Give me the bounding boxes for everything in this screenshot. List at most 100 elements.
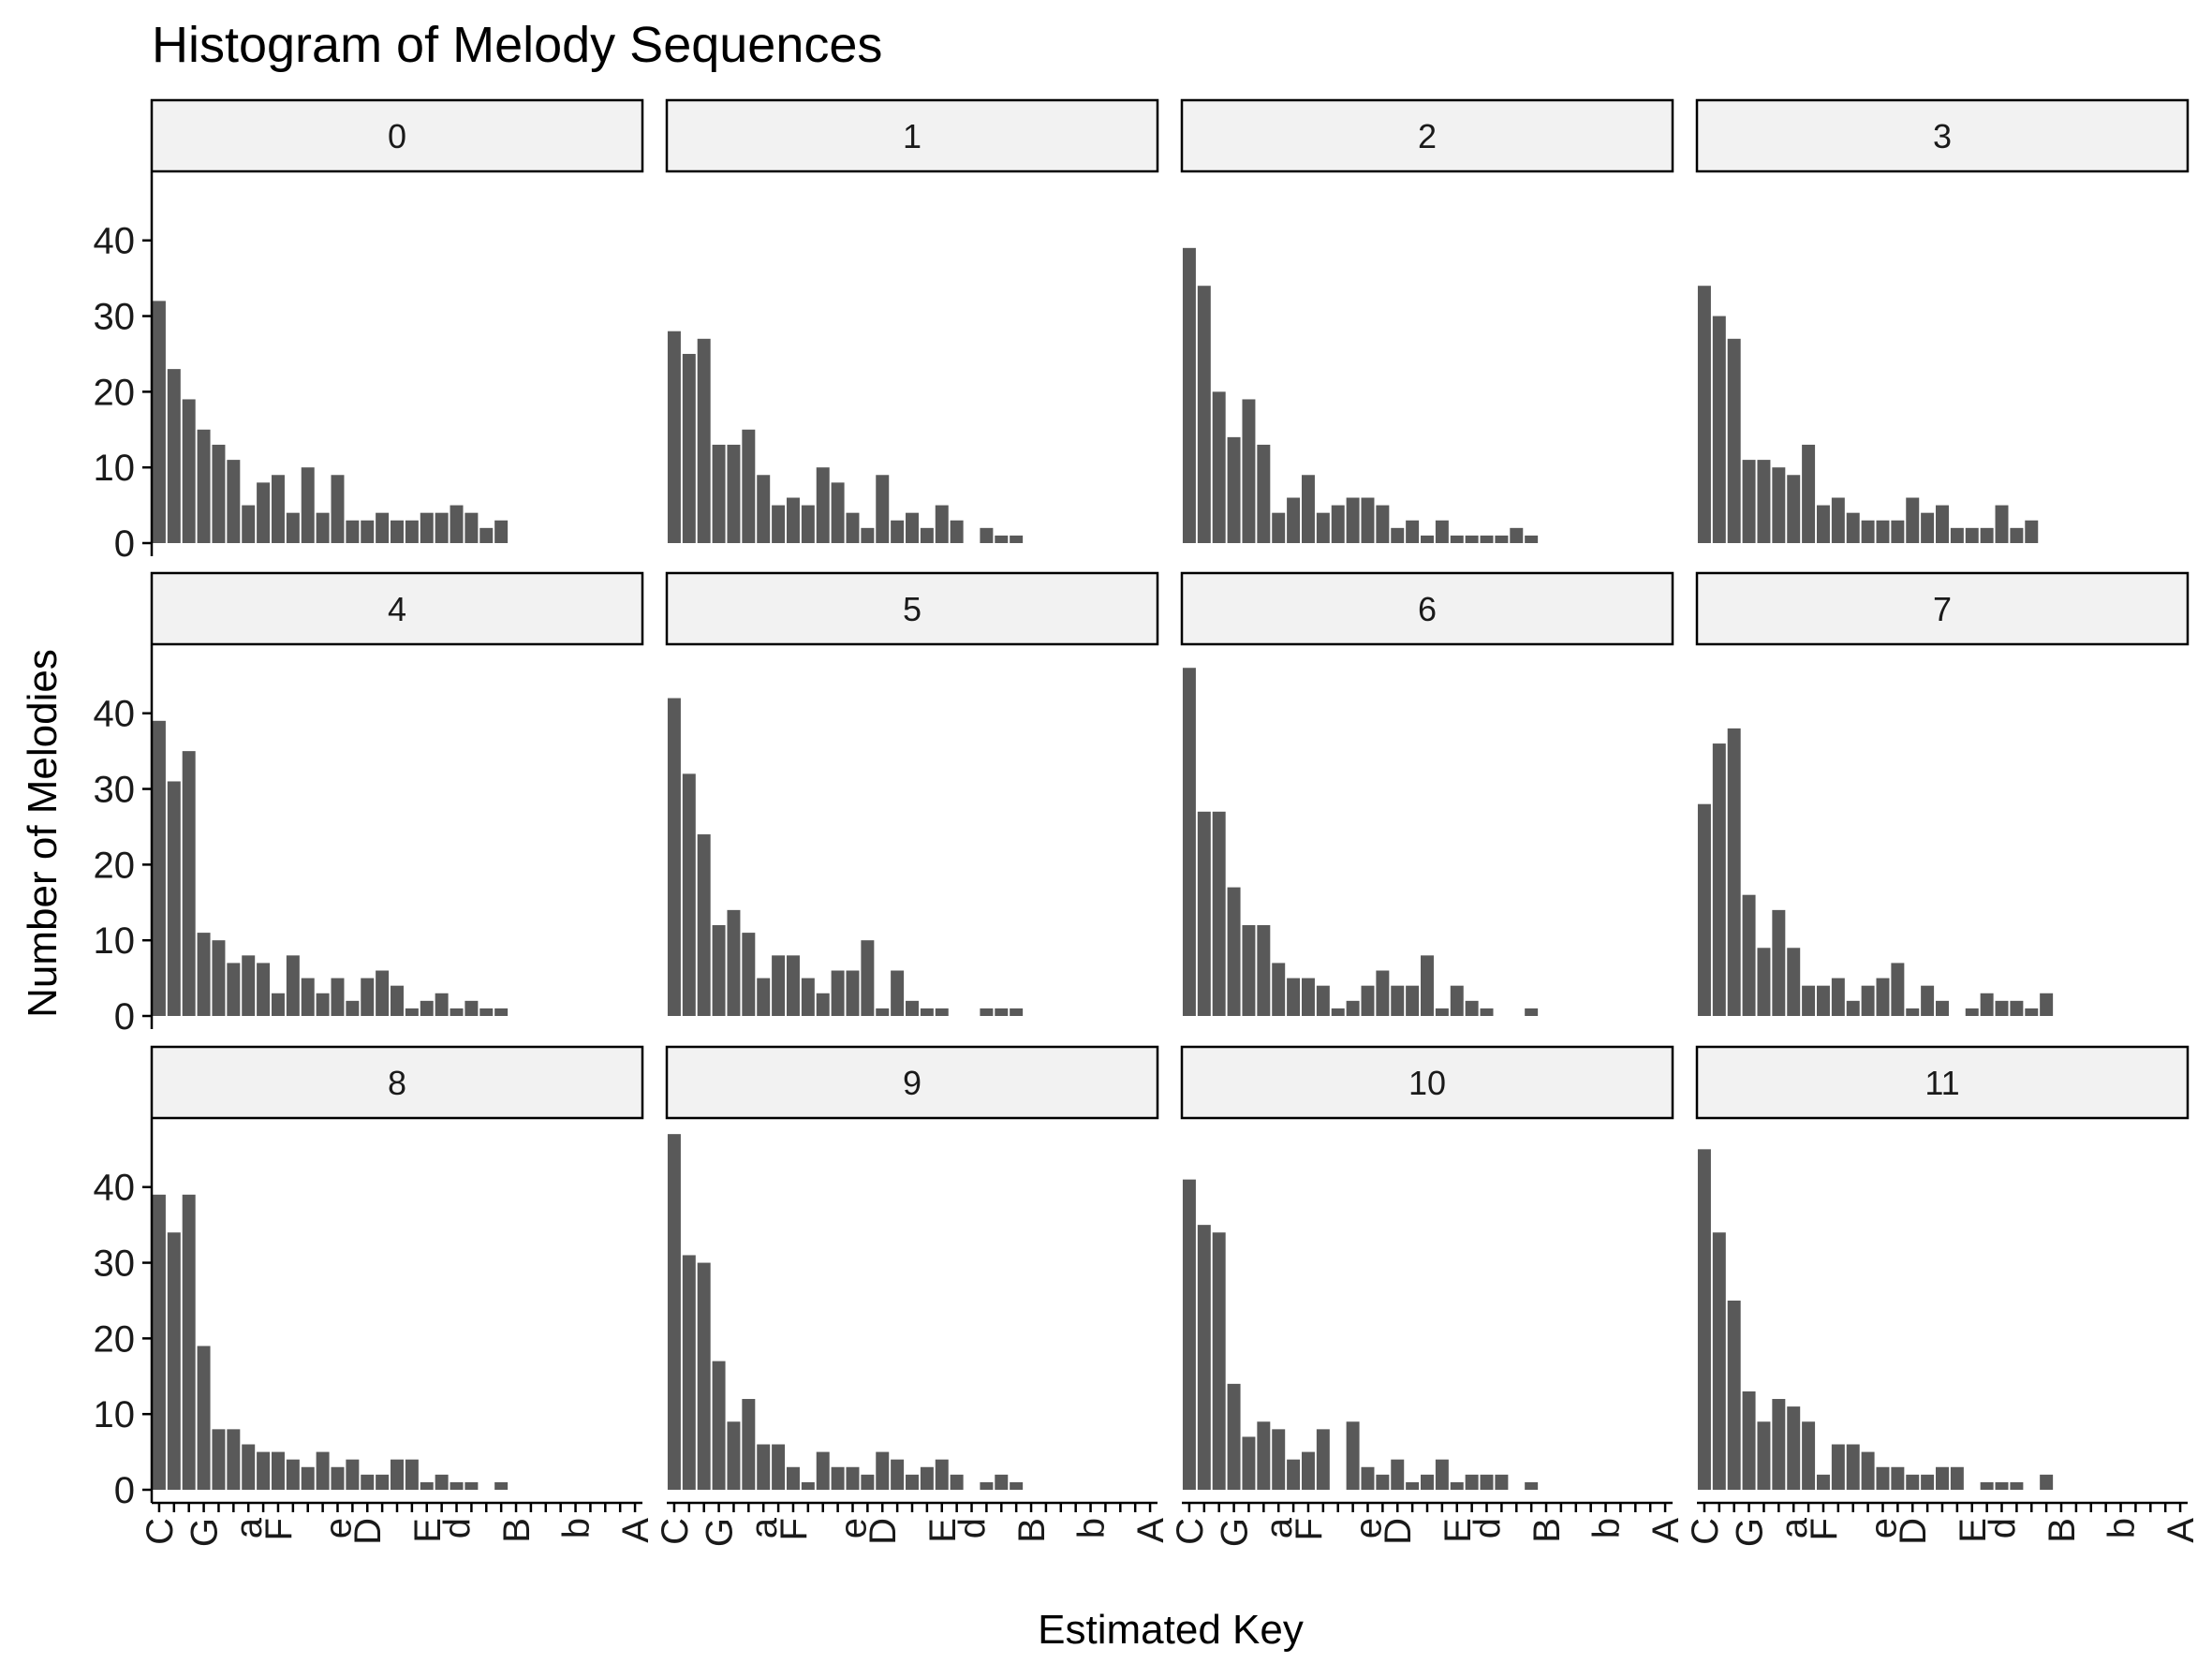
bar [1435, 1008, 1449, 1016]
x-tick-label: d [1467, 1518, 1509, 1538]
bar [1361, 1466, 1375, 1490]
bar [1891, 963, 1905, 1016]
bar [1361, 985, 1375, 1016]
bar [697, 1262, 711, 1490]
bar [1727, 728, 1741, 1016]
bar [405, 1459, 419, 1490]
bar [1846, 1000, 1860, 1016]
facet-strip-label: 0 [388, 117, 406, 155]
bar [2040, 1474, 2054, 1490]
bar [1242, 1436, 1256, 1490]
bar [1182, 1179, 1196, 1490]
x-tick-label: C [1170, 1518, 1211, 1545]
bar [1242, 925, 1256, 1016]
bar [1272, 512, 1286, 543]
bar [316, 512, 330, 543]
bar [212, 1429, 226, 1490]
bar [995, 535, 1009, 543]
bar [1421, 955, 1434, 1016]
bar [2025, 1008, 2039, 1016]
bar [391, 520, 404, 543]
bar [331, 475, 345, 543]
bar [257, 963, 271, 1016]
bar [1495, 535, 1509, 543]
facet-panel-1: 1 [665, 98, 1159, 543]
y-tick-label: 0 [114, 523, 135, 565]
bar [2025, 520, 2039, 543]
bar [361, 520, 375, 543]
bar [1376, 1474, 1390, 1490]
facet-strip [1695, 98, 2190, 173]
bar [2010, 1000, 2024, 1016]
bar [376, 1474, 390, 1490]
bar [1831, 978, 1845, 1016]
bar [405, 1008, 419, 1016]
bar [772, 505, 786, 543]
bar [1846, 1444, 1860, 1490]
bar [1846, 512, 1860, 543]
bar [1287, 1459, 1301, 1490]
bar [1435, 1459, 1449, 1490]
bar [494, 1481, 509, 1490]
bar [1921, 1474, 1935, 1490]
bar [227, 460, 241, 543]
bar [1965, 1008, 1979, 1016]
y-tick-label: 20 [94, 845, 136, 886]
x-tick-label: F [258, 1518, 300, 1540]
bar [906, 1474, 919, 1490]
bar [257, 1451, 271, 1490]
bar [831, 482, 845, 543]
bar [152, 301, 166, 543]
x-tick-label: a [1259, 1517, 1300, 1538]
y-tick-label: 30 [94, 297, 136, 338]
x-tick-label: G [1730, 1518, 1771, 1547]
x-tick-label: B [496, 1518, 538, 1543]
y-tick-label: 40 [94, 1168, 136, 1209]
bar [1272, 1429, 1286, 1490]
bar [920, 1466, 934, 1490]
bar [712, 925, 726, 1016]
bar [227, 1429, 241, 1490]
bar [1995, 505, 2009, 543]
facet-strip-label: 3 [1933, 117, 1952, 155]
bar [1257, 925, 1271, 1016]
bar [1287, 978, 1301, 1016]
bar [1787, 948, 1801, 1016]
bar [1346, 1421, 1360, 1490]
facet-strip-label: 10 [1408, 1064, 1446, 1102]
bar [1861, 1451, 1875, 1490]
bar [906, 512, 919, 543]
facet-panel-7: 7 [1695, 571, 2190, 1016]
bar [1757, 1421, 1771, 1490]
bar [227, 963, 241, 1016]
x-tick-label: G [700, 1518, 741, 1547]
y-tick-label: 0 [114, 1470, 135, 1511]
bar [995, 1008, 1009, 1016]
bar [1316, 1429, 1330, 1490]
bar [1772, 909, 1786, 1016]
bar [271, 1451, 285, 1490]
bar [727, 1421, 741, 1490]
x-tick-label: e [833, 1518, 874, 1538]
bar [316, 1451, 330, 1490]
bar [465, 512, 479, 543]
bar [465, 1000, 479, 1016]
bar [757, 475, 771, 543]
bar [197, 429, 211, 543]
bar [1936, 505, 1949, 543]
bar [1742, 1391, 1756, 1490]
x-tick-label: F [1804, 1518, 1845, 1540]
x-tick-label: D [347, 1518, 389, 1545]
bar [346, 1000, 360, 1016]
bar [757, 1444, 771, 1490]
bar [1787, 475, 1801, 543]
x-tick-label: A [1130, 1518, 1172, 1543]
bar [1010, 1008, 1024, 1016]
x-tick-label: d [437, 1518, 479, 1538]
x-tick-label: a [744, 1517, 785, 1538]
bar [876, 475, 890, 543]
bar [1197, 286, 1211, 543]
bar [876, 1451, 890, 1490]
